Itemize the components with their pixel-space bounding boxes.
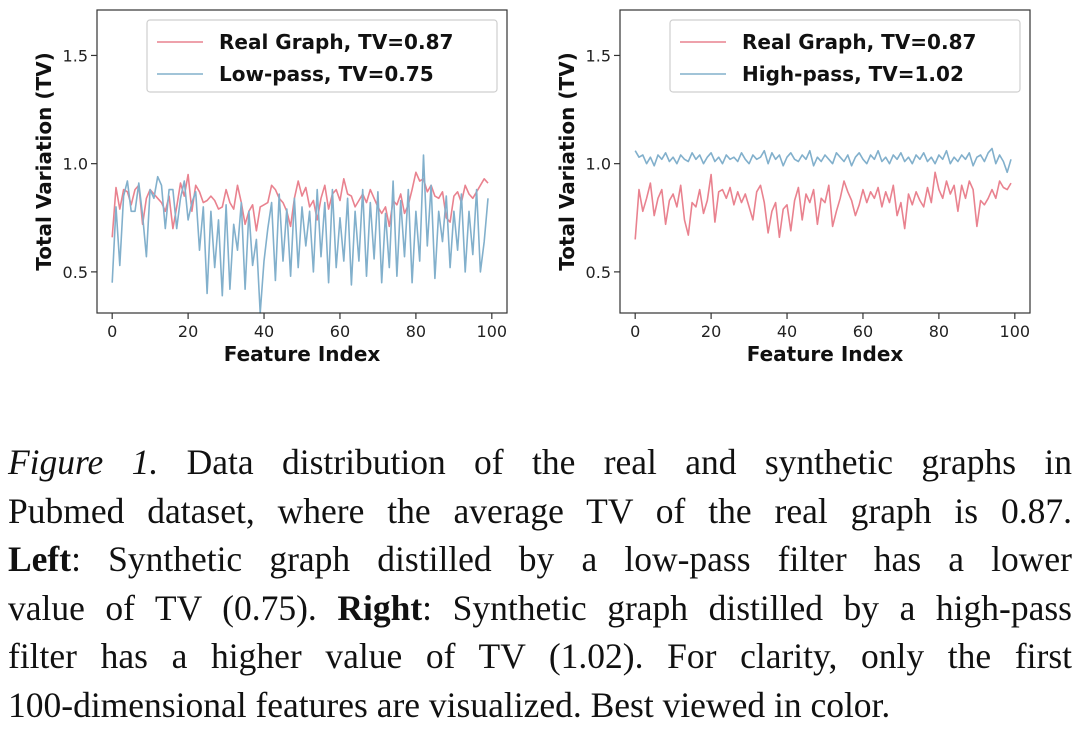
- y-tick-label: 0.5: [586, 263, 611, 282]
- caption-line-2: Pubmed dataset, where the average TV of …: [8, 490, 1072, 531]
- y-tick-label: 1.0: [586, 155, 611, 174]
- legend-label: High-pass, TV=1.02: [742, 62, 964, 86]
- y-axis-label: Total Variation (TV): [32, 52, 56, 270]
- y-tick-label: 1.5: [586, 46, 611, 65]
- caption-text-3: : Synthetic graph distilled by a low-pas…: [71, 539, 1072, 579]
- caption-line-3: Left: Synthetic graph distilled by a low…: [8, 535, 1072, 584]
- caption-left-label: Left: [8, 539, 72, 579]
- y-tick-label: 0.5: [63, 263, 88, 282]
- caption-right-label: Right: [337, 587, 423, 628]
- caption-text-4a: value of TV (0.75).: [8, 587, 338, 628]
- x-tick-label: 100: [1000, 322, 1031, 341]
- legend-label: Real Graph, TV=0.87: [219, 30, 453, 54]
- legend-box: [669, 19, 1021, 93]
- x-axis-label: Feature Index: [224, 342, 381, 366]
- x-tick-label: 60: [853, 322, 873, 341]
- caption-text-4b: : Synthetic graph distilled by a high-pa…: [422, 587, 1072, 628]
- series-line-1: [634, 171, 1012, 240]
- legend-label: Low-pass, TV=0.75: [219, 62, 434, 86]
- caption-line-4: value of TV (0.75). Right: Synthetic gra…: [8, 584, 1072, 633]
- x-tick-label: 0: [107, 322, 117, 341]
- x-tick-label: 40: [777, 322, 797, 341]
- x-tick-label: 80: [929, 322, 949, 341]
- x-axis-label: Feature Index: [747, 342, 904, 366]
- chart-right: 0 20 40 60 80 100 0.5 1.0 1.5 Feature Index Total …: [555, 9, 1031, 366]
- plot-frame: [96, 9, 508, 314]
- x-tick-label: 20: [178, 322, 198, 341]
- x-tick-label: 60: [330, 322, 350, 341]
- caption-line-6: 100-dimensional features are visualized.…: [8, 684, 891, 725]
- caption-text-1: Data distribution of the real and synthe…: [158, 442, 1072, 482]
- x-tick-label: 20: [701, 322, 721, 341]
- y-axis-label: Total Variation (TV): [555, 52, 579, 270]
- figure-charts: 0 20 40 60 80 100 0.5 1.0 1.5 Feature Index Total …: [32, 9, 1031, 366]
- legend-box: [146, 19, 498, 93]
- chart-left: 0 20 40 60 80 100 0.5 1.0 1.5 Feature Index Total …: [32, 9, 508, 366]
- caption-line-5: filter has a higher value of TV (1.02). …: [8, 636, 1072, 676]
- legend-label: Real Graph, TV=0.87: [742, 30, 976, 54]
- x-tick-label: 40: [254, 322, 274, 341]
- y-tick-label: 1.0: [63, 155, 88, 174]
- series-line-2: [634, 147, 1012, 174]
- caption-line-1: Figure 1. Data distribution of the real …: [8, 438, 1072, 487]
- y-tick-label: 1.5: [63, 46, 88, 65]
- plot-frame: [619, 9, 1031, 314]
- x-tick-label: 100: [477, 322, 508, 341]
- x-tick-label: 80: [406, 322, 426, 341]
- x-tick-label: 0: [630, 322, 640, 341]
- caption-figure-label: Figure 1.: [8, 442, 159, 482]
- series-line-2: [111, 154, 489, 314]
- figure-caption: Figure 1. Data distribution of the real …: [8, 438, 1072, 729]
